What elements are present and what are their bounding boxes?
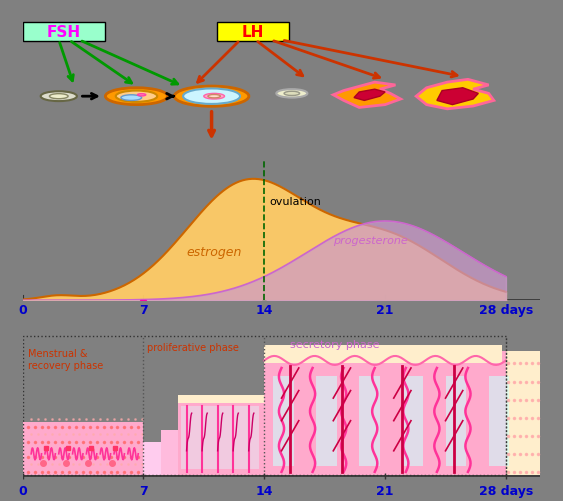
Text: ovulation: ovulation [270,197,321,207]
Text: proliferative phase: proliferative phase [147,343,239,353]
Bar [316,376,337,466]
Bar [489,376,510,466]
Polygon shape [416,80,494,110]
Circle shape [137,95,146,97]
Text: LH: LH [242,25,264,40]
Circle shape [121,96,142,101]
FancyBboxPatch shape [217,24,289,42]
Bar [181,406,259,469]
Circle shape [208,95,220,99]
Bar [506,352,540,475]
Circle shape [276,90,307,98]
Text: progesterone: progesterone [333,235,408,245]
Bar [445,376,466,466]
Polygon shape [333,83,401,108]
Polygon shape [354,90,385,101]
Circle shape [183,89,240,105]
Text: secretory phase: secretory phase [290,340,379,350]
Text: Menstrual &
recovery phase: Menstrual & recovery phase [28,349,103,370]
Text: FSH: FSH [47,25,81,40]
Circle shape [116,91,157,103]
Circle shape [204,94,225,100]
FancyBboxPatch shape [23,24,105,42]
Bar [160,430,178,475]
Bar [264,352,506,475]
Bar [144,442,160,475]
Bar [264,346,503,364]
Circle shape [50,95,68,100]
Bar [178,397,264,475]
Bar [403,376,423,466]
Circle shape [105,89,168,105]
Bar [359,376,380,466]
Circle shape [175,87,249,107]
Circle shape [284,92,300,96]
Circle shape [41,92,77,102]
Text: estrogen: estrogen [186,246,242,259]
Bar [273,376,293,466]
Polygon shape [437,89,479,105]
Bar [23,422,144,475]
Bar [178,395,264,403]
